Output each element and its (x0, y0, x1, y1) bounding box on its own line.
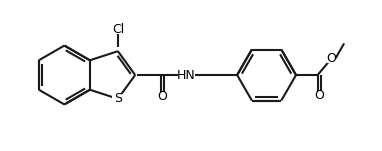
FancyBboxPatch shape (178, 70, 194, 80)
FancyBboxPatch shape (157, 92, 167, 101)
FancyBboxPatch shape (112, 94, 123, 104)
Text: O: O (314, 89, 324, 102)
FancyBboxPatch shape (327, 54, 337, 63)
Text: S: S (114, 92, 122, 105)
Text: Cl: Cl (112, 23, 124, 36)
FancyBboxPatch shape (314, 91, 324, 101)
FancyBboxPatch shape (110, 25, 125, 34)
Text: O: O (157, 90, 167, 103)
Text: O: O (327, 52, 337, 65)
Text: HN: HN (177, 69, 196, 82)
